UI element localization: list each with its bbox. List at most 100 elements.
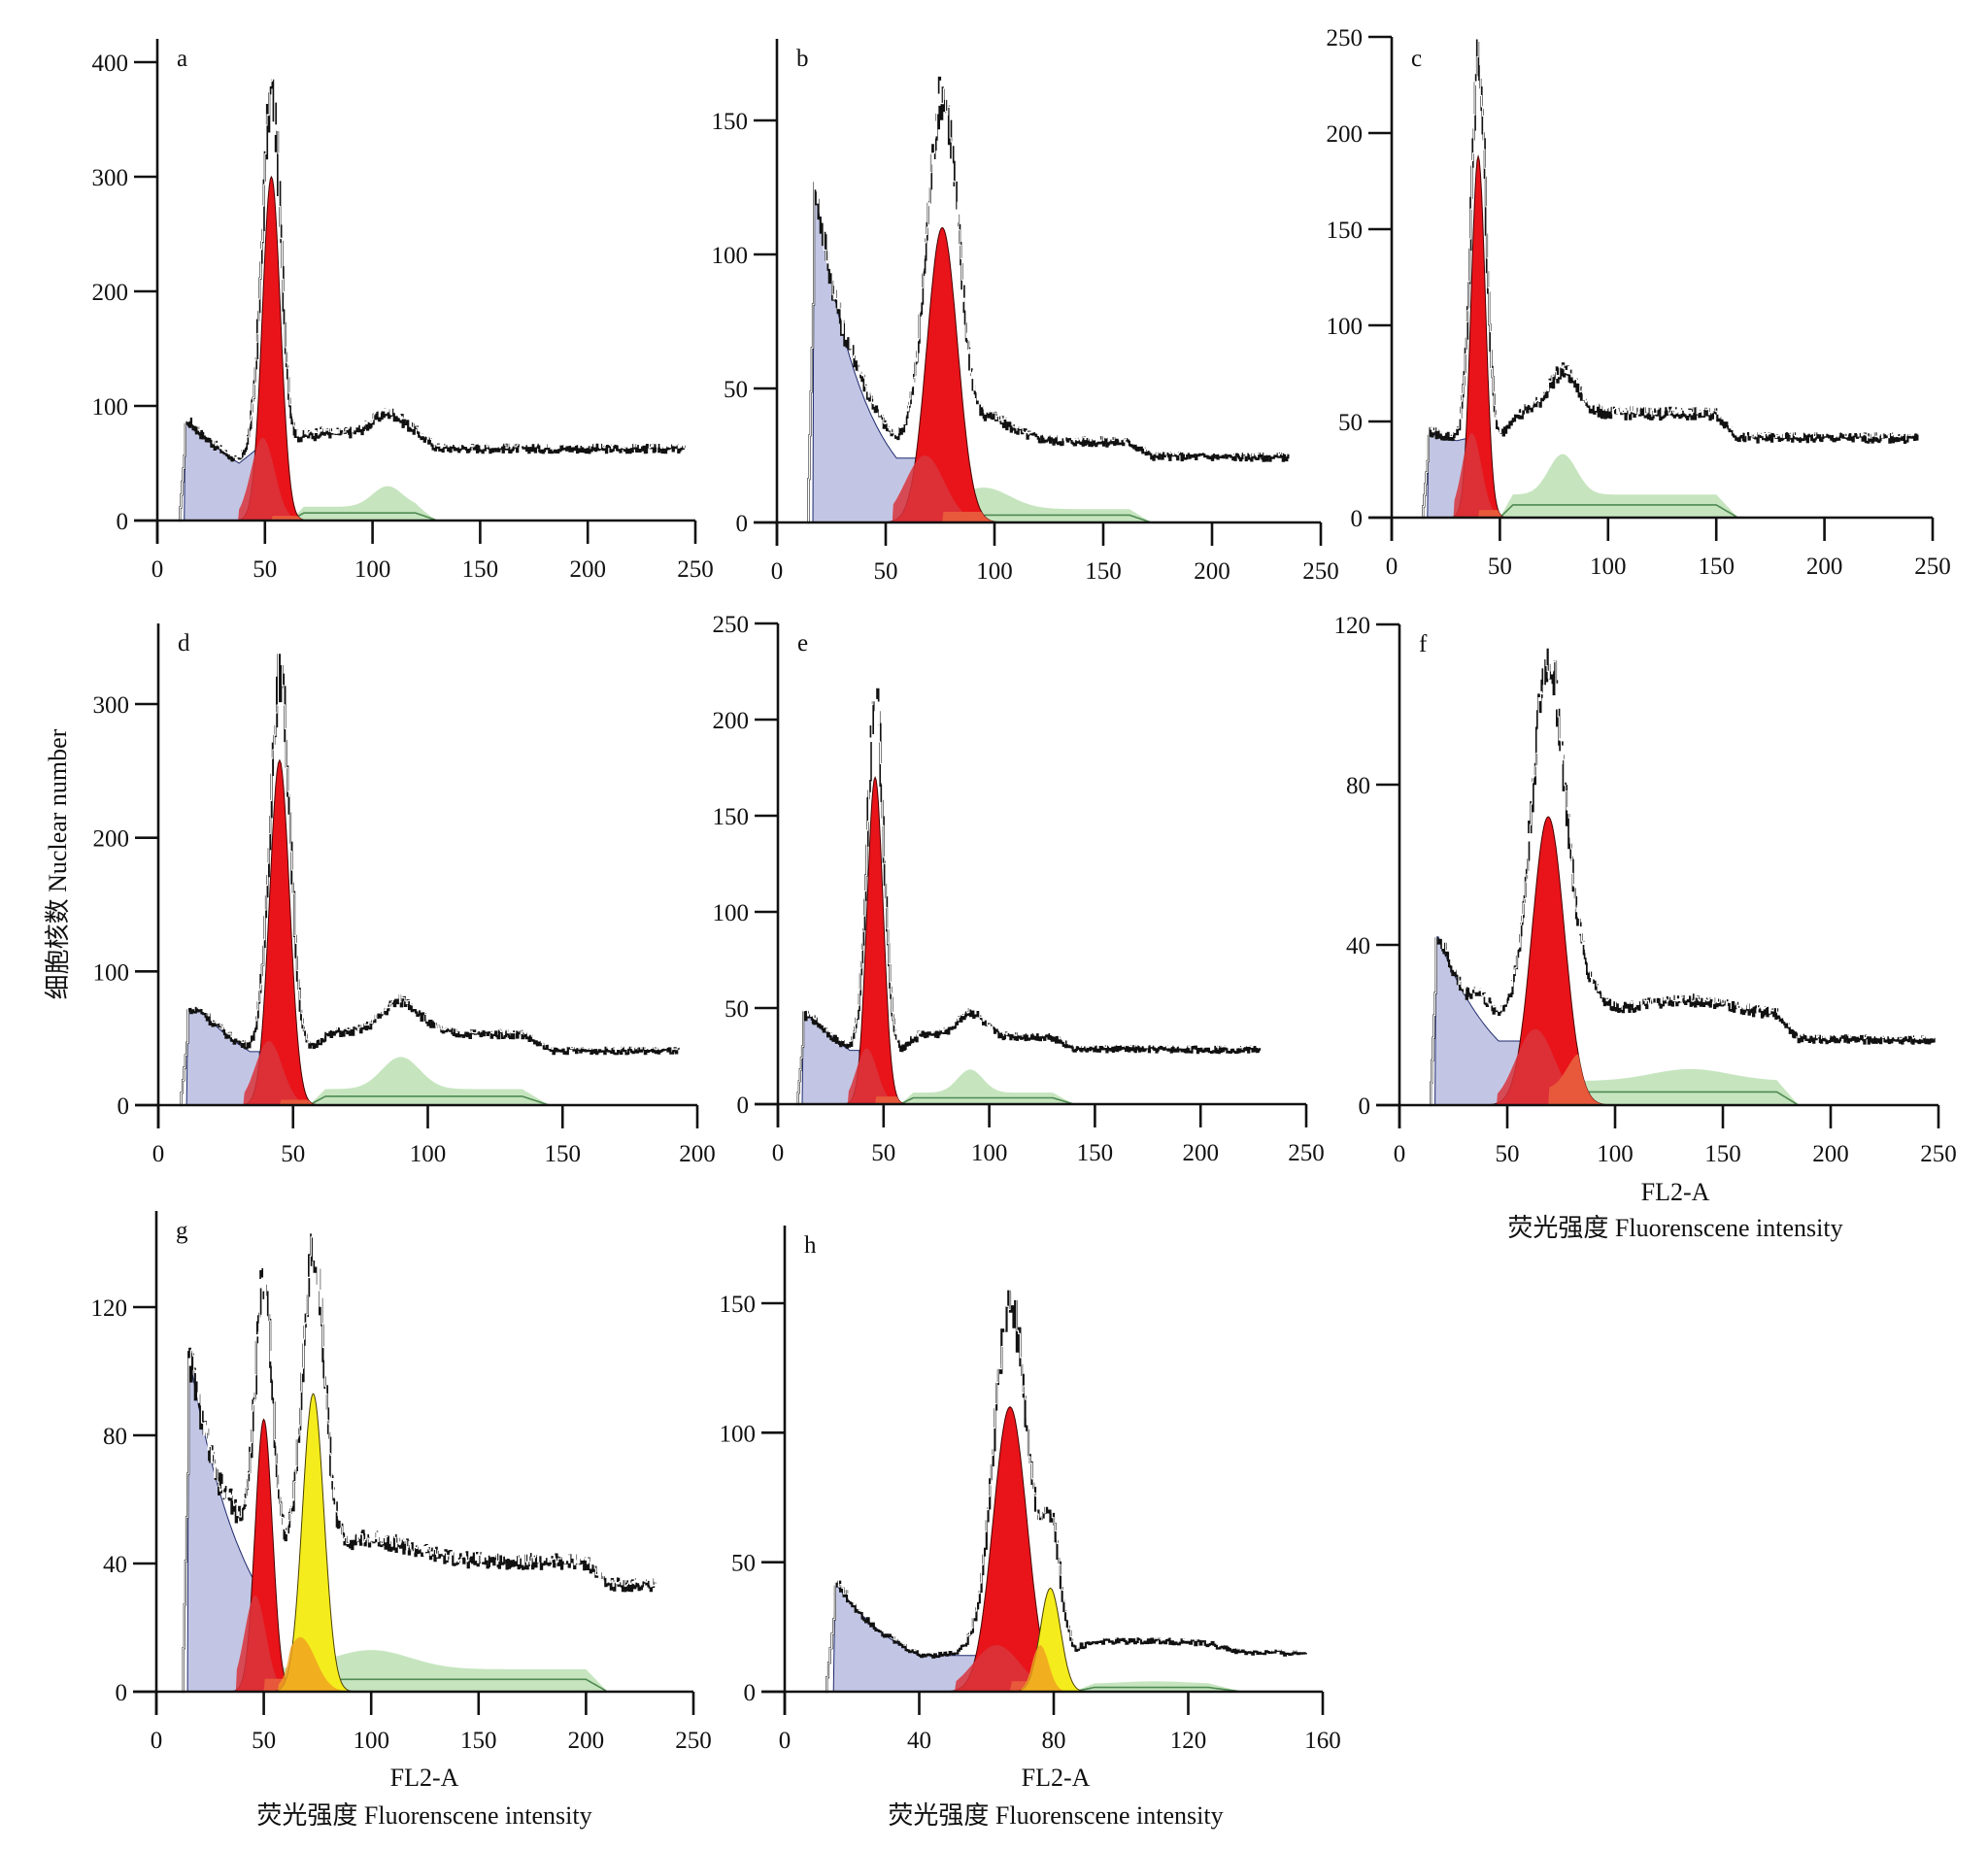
- series-s-phase-area-h: [785, 1681, 1323, 1692]
- x-tick-label-h: 0: [779, 1728, 792, 1754]
- x-axis-title-g-line2: 荧光强度 Fluorenscene intensity: [256, 1801, 591, 1830]
- x-tick-label-c: 150: [1698, 554, 1735, 580]
- x-tick-label-g: 100: [353, 1728, 389, 1754]
- y-tick-label-b: 50: [724, 377, 748, 403]
- x-tick-label-h: 160: [1304, 1728, 1341, 1754]
- x-tick-label-b: 200: [1194, 558, 1230, 585]
- series-observed-outline-c: [1422, 39, 1919, 520]
- y-tick-label-a: 0: [117, 509, 129, 535]
- series-fit-outline-a: [179, 69, 686, 521]
- x-tick-label-h: 80: [1042, 1728, 1066, 1754]
- x-tick-label-f: 50: [1496, 1141, 1520, 1167]
- y-tick-label-d: 200: [93, 826, 130, 853]
- x-tick-label-g: 50: [252, 1728, 276, 1754]
- x-tick-label-c: 200: [1806, 554, 1843, 580]
- series-fit-outline-e: [796, 690, 1261, 1105]
- x-tick-label-a: 100: [354, 556, 391, 583]
- x-tick-label-f: 0: [1394, 1141, 1406, 1167]
- y-tick-label-h: 150: [720, 1292, 757, 1318]
- x-tick-label-e: 50: [871, 1140, 895, 1166]
- y-tick-label-b: 0: [736, 511, 749, 537]
- panel-f: 0 40 80 120 0 50 100 150 200 250 f: [1334, 613, 1957, 1167]
- series-observed-outline-e: [796, 688, 1262, 1106]
- x-tick-label-e: 200: [1182, 1140, 1219, 1166]
- x-tick-label-d: 200: [679, 1141, 716, 1167]
- series-s-phase-area-e: [778, 1069, 1306, 1104]
- series-red-green-overlap-e: [778, 1096, 1306, 1104]
- panel-h: 0 50 100 150 0 40 80 120 160 h: [720, 1226, 1341, 1754]
- panel-b: 0 50 100 150 0 50 100 150 200 250 b: [712, 39, 1339, 585]
- y-tick-label-e: 50: [724, 996, 749, 1023]
- x-tick-label-a: 50: [253, 556, 277, 583]
- series-yellow-overlap-h: [785, 1645, 1323, 1692]
- panel-label-h: h: [804, 1232, 817, 1259]
- y-axis-title: 细胞核数 Nuclear number: [44, 728, 72, 999]
- series-g1-overlap-g: [156, 1596, 693, 1692]
- series-fit-outline-d: [180, 647, 680, 1106]
- series-fit-outline-f: [1430, 642, 1936, 1106]
- x-tick-label-d: 100: [410, 1141, 447, 1167]
- y-tick-label-d: 0: [118, 1093, 130, 1120]
- x-axis-title-f-line2: 荧光强度 Fluorenscene intensity: [1507, 1214, 1842, 1242]
- series-fit-outline-b: [807, 77, 1289, 523]
- y-tick-label-c: 100: [1327, 314, 1364, 340]
- y-tick-label-a: 100: [92, 394, 129, 420]
- y-tick-label-g: 120: [91, 1295, 128, 1322]
- x-tick-label-e: 100: [971, 1140, 1008, 1166]
- y-tick-label-h: 0: [744, 1680, 757, 1706]
- x-tick-label-a: 250: [677, 556, 714, 583]
- x-tick-label-f: 150: [1704, 1141, 1741, 1167]
- panel-label-c: c: [1411, 46, 1422, 72]
- x-tick-label-g: 200: [568, 1728, 605, 1754]
- x-tick-label-h: 40: [907, 1728, 931, 1754]
- x-tick-label-b: 250: [1302, 558, 1339, 585]
- y-tick-label-g: 0: [116, 1680, 128, 1706]
- y-tick-label-e: 200: [713, 708, 750, 734]
- series-s-phase-area-a: [157, 486, 695, 521]
- y-tick-label-e: 0: [737, 1093, 750, 1119]
- y-tick-label-e: 100: [713, 900, 750, 926]
- series-observed-outline-d: [180, 654, 680, 1107]
- series-fit-outline-c: [1422, 29, 1918, 519]
- x-tick-label-d: 50: [281, 1141, 305, 1167]
- series-s-phase-area-d: [158, 1057, 697, 1105]
- x-tick-label-e: 150: [1077, 1140, 1114, 1166]
- panel-label-b: b: [796, 46, 809, 72]
- series-red-green-overlap-d: [158, 1099, 697, 1105]
- y-tick-label-b: 100: [712, 243, 749, 269]
- y-tick-label-d: 100: [93, 959, 130, 986]
- panel-c: 0 50 100 150 200 250 0 50 100 150 200 250 c: [1327, 25, 1951, 580]
- x-tick-label-d: 150: [545, 1141, 582, 1167]
- panel-g: 0 40 80 120 0 50 100 150 200 250 g: [91, 1211, 712, 1754]
- panel-label-g: g: [176, 1218, 188, 1244]
- y-tick-label-c: 150: [1327, 218, 1364, 244]
- y-tick-label-f: 80: [1346, 773, 1370, 799]
- series-yellow-overlap-g: [156, 1636, 693, 1692]
- panel-label-f: f: [1419, 631, 1428, 657]
- series-g1-overlap-d: [158, 1040, 697, 1105]
- series-g1-overlap-a: [157, 438, 695, 521]
- y-tick-label-d: 300: [93, 692, 130, 719]
- x-axis-title-h-line1: FL2-A: [1022, 1764, 1091, 1792]
- x-tick-label-a: 200: [569, 556, 606, 583]
- y-tick-label-c: 50: [1338, 410, 1363, 436]
- y-tick-label-c: 250: [1327, 25, 1364, 51]
- series-debris-area-g: [156, 1363, 693, 1693]
- panel-label-d: d: [178, 630, 190, 656]
- y-tick-label-f: 120: [1334, 613, 1371, 639]
- x-tick-label-a: 0: [152, 556, 164, 583]
- x-tick-label-g: 0: [151, 1728, 163, 1754]
- x-tick-label-c: 250: [1914, 554, 1951, 580]
- y-tick-label-h: 100: [720, 1421, 757, 1447]
- y-tick-label-b: 150: [712, 109, 749, 135]
- x-tick-label-b: 50: [874, 558, 898, 585]
- series-observed-outline-h: [825, 1290, 1307, 1694]
- series-fit-outline-g: [182, 1230, 656, 1693]
- panel-label-a: a: [177, 46, 187, 72]
- y-tick-label-a: 200: [92, 280, 129, 306]
- panel-label-e: e: [797, 630, 808, 656]
- x-tick-label-c: 0: [1386, 554, 1398, 580]
- x-tick-label-g: 150: [460, 1728, 497, 1754]
